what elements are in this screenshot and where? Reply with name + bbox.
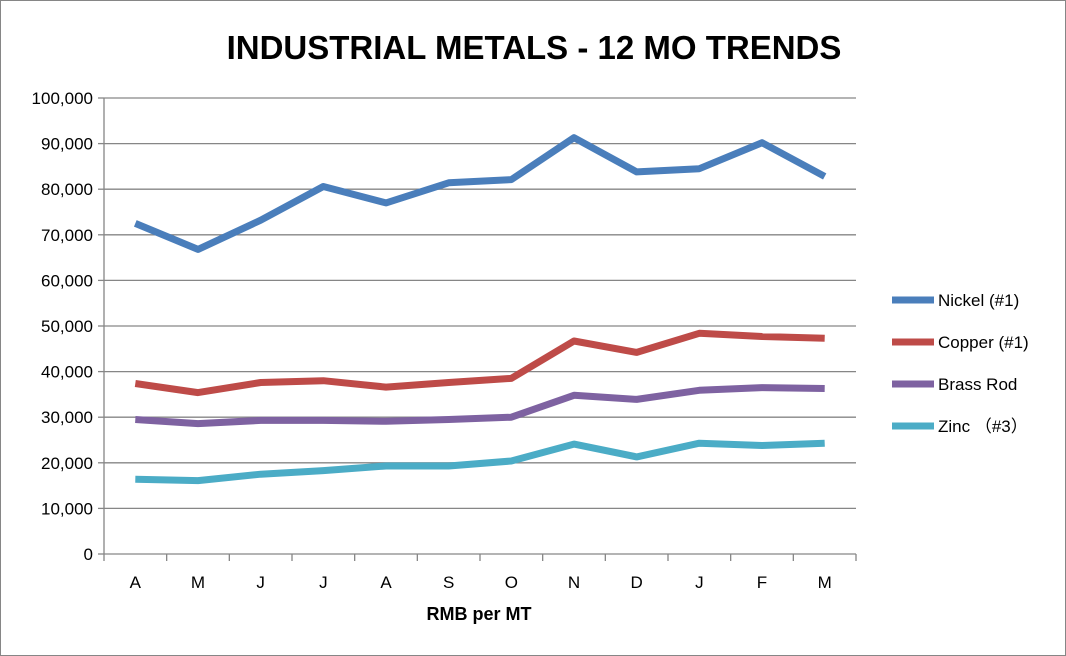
y-tick-label: 40,000 [41, 363, 93, 382]
y-tick-label: 10,000 [41, 499, 93, 518]
y-tick-label: 70,000 [41, 226, 93, 245]
series-line-zinc-3 [135, 439, 825, 485]
x-tick-label: M [818, 573, 832, 592]
x-tick-label: J [256, 573, 265, 592]
series-lines [133, 134, 827, 485]
legend-label-brass-rod: Brass Rod [938, 375, 1017, 394]
x-tick-label: J [319, 573, 328, 592]
x-tick-label: M [191, 573, 205, 592]
legend-label-zinc-3: Zinc （#3） [938, 417, 1028, 436]
x-tick-label: D [631, 573, 643, 592]
y-tick-label: 20,000 [41, 454, 93, 473]
chart-title: INDUSTRIAL METALS - 12 MO TRENDS [227, 29, 842, 66]
y-tick-label: 80,000 [41, 180, 93, 199]
y-tick-label: 30,000 [41, 408, 93, 427]
x-tick-label: J [695, 573, 704, 592]
legend-label-copper-1: Copper (#1) [938, 333, 1029, 352]
legend: Nickel (#1) Copper (#1) Brass Rod Zinc （#3） [892, 291, 1029, 436]
x-tick-label: F [757, 573, 767, 592]
legend-label-nickel-1: Nickel (#1) [938, 291, 1019, 310]
x-tick-label: O [505, 573, 518, 592]
x-tick-label: N [568, 573, 580, 592]
x-axis-title: RMB per MT [427, 604, 532, 624]
series-line-nickel-1 [133, 134, 827, 253]
x-tick-label: A [130, 573, 142, 592]
y-tick-label: 100,000 [32, 89, 93, 108]
y-tick-label: 0 [84, 545, 93, 564]
series-line-brass-rod [135, 384, 825, 428]
series-line-copper-1 [134, 329, 825, 397]
x-tick-label: A [380, 573, 392, 592]
y-tick-label: 60,000 [41, 271, 93, 290]
y-tick-label: 50,000 [41, 317, 93, 336]
axes: 0 10,000 20,000 30,000 40,000 50,000 60,000 70,… [32, 89, 857, 592]
x-tick-label: S [443, 573, 454, 592]
y-tick-label: 90,000 [41, 135, 93, 154]
